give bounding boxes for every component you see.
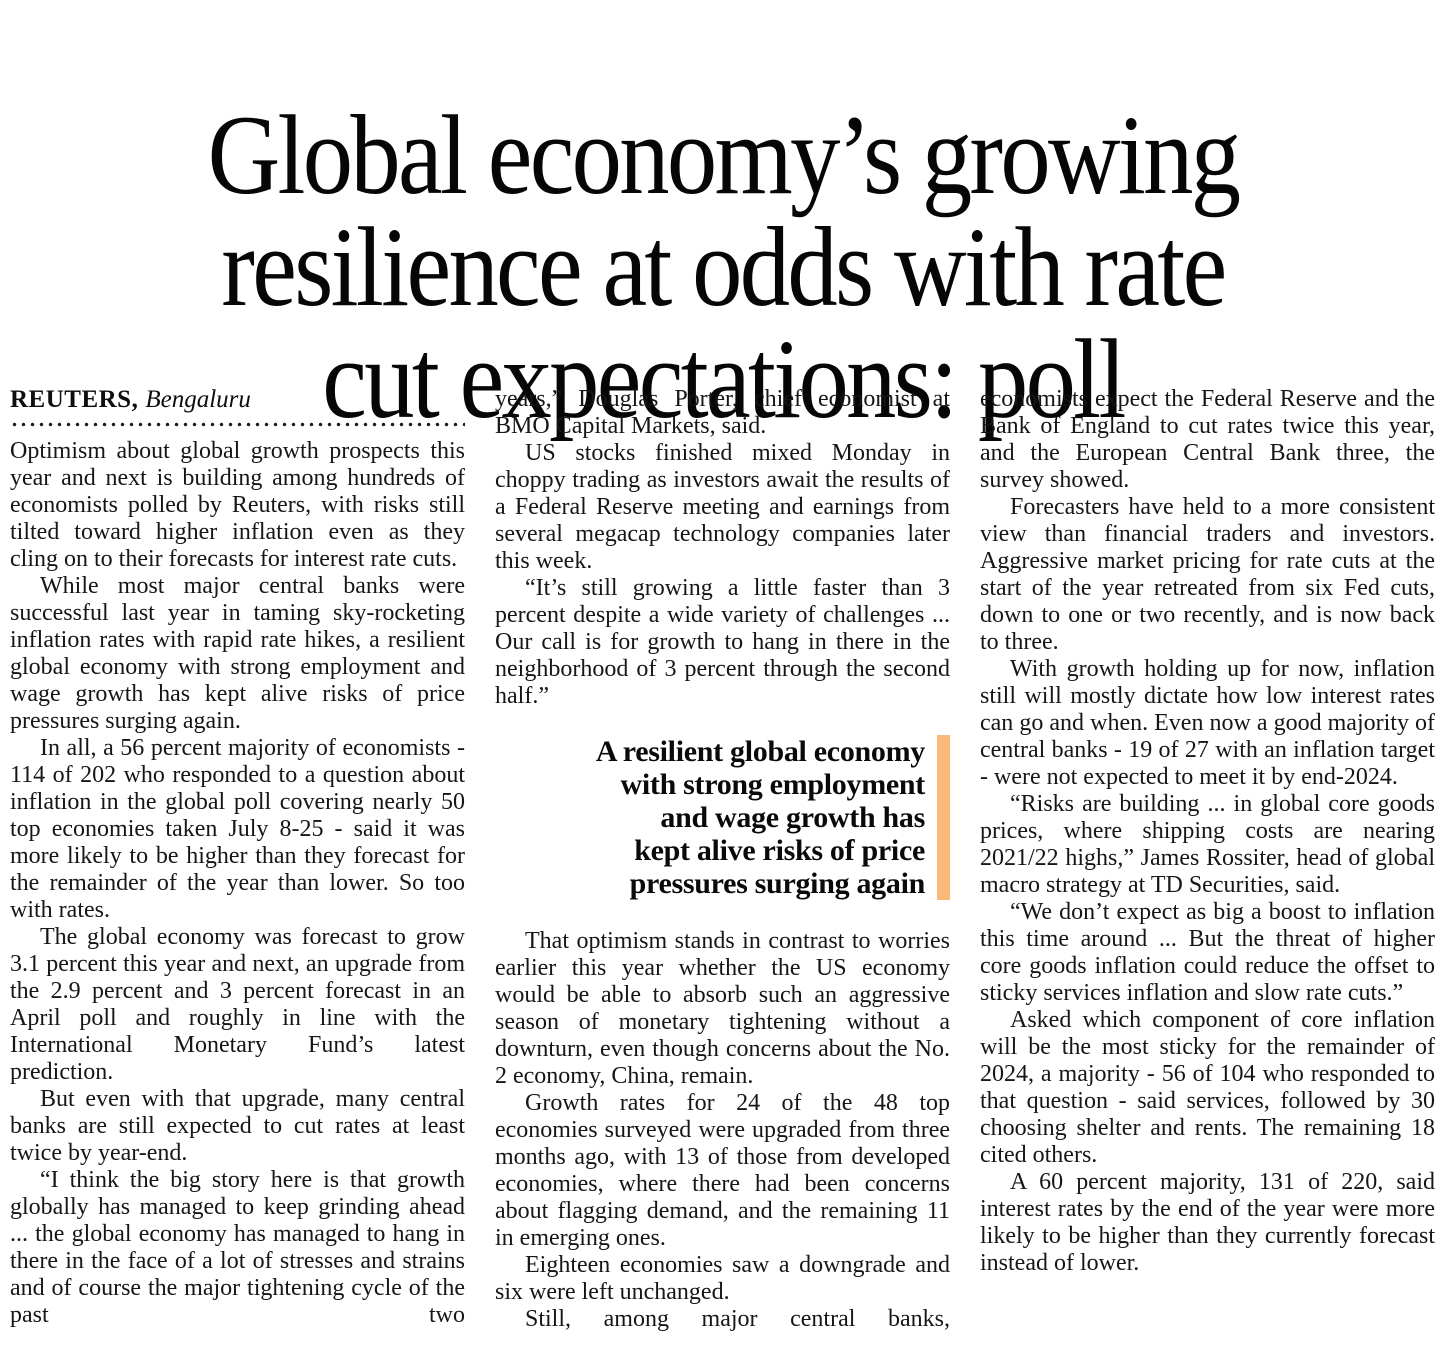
dotted-rule xyxy=(10,422,465,427)
paragraph-continuation: years,” Douglas Porter, chief economist … xyxy=(495,386,950,439)
paragraph: In all, a 56 percent majority of economi… xyxy=(10,735,465,923)
pull-quote: A resilient global economy with strong e… xyxy=(495,735,950,900)
paragraph: Eighteen economies saw a downgrade and s… xyxy=(495,1252,950,1305)
paragraph: “I think the big story here is that grow… xyxy=(10,1167,465,1328)
headline-line-2: resilience at odds with rate xyxy=(221,204,1227,330)
headline-line-3: cut expectations: poll xyxy=(322,316,1126,442)
paragraph: Growth rates for 24 of the 48 top econom… xyxy=(495,1090,950,1251)
paragraph: That optimism stands in contrast to worr… xyxy=(495,928,950,1089)
article-body: REUTERS, Bengaluru Optimism about global … xyxy=(10,386,1435,1333)
paragraph: But even with that upgrade, many central… xyxy=(10,1086,465,1166)
paragraph: “It’s still growing a little faster than… xyxy=(495,575,950,709)
pull-quote-line: kept alive risks of price xyxy=(634,834,925,867)
pull-quote-line: and wage growth has xyxy=(660,801,925,834)
article-column-1: REUTERS, Bengaluru Optimism about global … xyxy=(10,386,465,1333)
pull-quote-accent-bar xyxy=(937,735,950,900)
paragraph: “We don’t expect as big a boost to infla… xyxy=(980,899,1435,1006)
pull-quote-line: with strong employment xyxy=(620,768,925,801)
pull-quote-text: A resilient global economy with strong e… xyxy=(596,735,925,900)
byline: REUTERS, Bengaluru xyxy=(10,386,465,413)
paragraph: Asked which component of core inflation … xyxy=(980,1007,1435,1168)
headline-line-1: Global economy’s growing xyxy=(207,92,1242,218)
paragraph: “Risks are building ... in global core g… xyxy=(980,791,1435,898)
paragraph: Still, among major central banks, xyxy=(525,1306,950,1332)
paragraph: The global economy was forecast to grow … xyxy=(10,924,465,1085)
paragraph: With growth holding up for now, inflatio… xyxy=(980,656,1435,790)
article-column-3: economists expect the Federal Reserve an… xyxy=(980,386,1435,1333)
pull-quote-line: A resilient global economy xyxy=(595,735,925,768)
paragraph: While most major central banks were succ… xyxy=(10,573,465,734)
byline-agency: REUTERS, xyxy=(10,386,139,413)
paragraph: A 60 percent majority, 131 of 220, said … xyxy=(980,1169,1435,1276)
paragraph: Forecasters have held to a more consiste… xyxy=(980,494,1435,655)
article-column-2: years,” Douglas Porter, chief economist … xyxy=(495,386,950,1333)
paragraph: US stocks finished mixed Monday in chopp… xyxy=(495,440,950,574)
article-headline: Global economy’s growing resilience at o… xyxy=(80,92,1367,442)
pull-quote-line: pressures surging again xyxy=(629,867,926,900)
paragraph: Optimism about global growth prospects t… xyxy=(10,438,465,572)
byline-location: Bengaluru xyxy=(145,386,251,413)
paragraph-continuation: economists expect the Federal Reserve an… xyxy=(980,386,1435,493)
